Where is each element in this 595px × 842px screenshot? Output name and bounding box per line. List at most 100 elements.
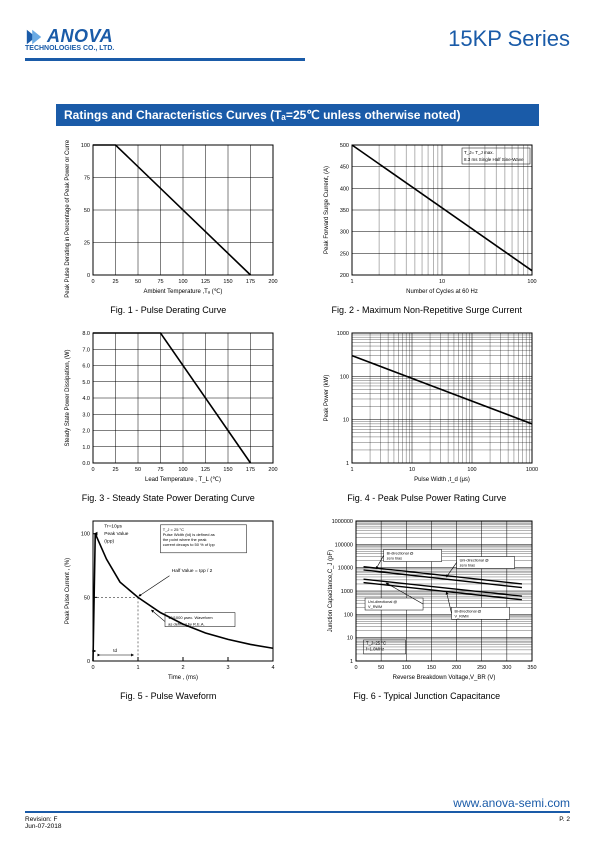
svg-text:10: 10 [343, 417, 349, 423]
svg-text:100: 100 [527, 279, 536, 285]
svg-text:Reverse Breakdown Voltage,V_B: Reverse Breakdown Voltage,V_BR (V) [392, 675, 495, 681]
svg-text:50: 50 [135, 279, 141, 285]
svg-text:1000: 1000 [337, 331, 349, 337]
svg-text:500: 500 [340, 143, 349, 149]
svg-text:150: 150 [224, 279, 233, 285]
svg-text:Tr=10μs: Tr=10μs [105, 523, 123, 529]
footer-date: Jun-07-2018 [25, 823, 62, 830]
svg-text:1000000: 1000000 [331, 519, 352, 525]
logo-icon [25, 28, 43, 46]
svg-text:100: 100 [81, 531, 90, 537]
footer-page: P. 2 [559, 816, 570, 830]
svg-text:4: 4 [272, 665, 275, 671]
svg-text:Pulse Width ,t_d (μs): Pulse Width ,t_d (μs) [414, 477, 470, 483]
svg-text:200: 200 [269, 279, 278, 285]
svg-text:Uni-directional @: Uni-directional @ [368, 600, 397, 604]
svg-text:0: 0 [92, 665, 95, 671]
svg-text:100: 100 [179, 279, 188, 285]
svg-text:200: 200 [340, 273, 349, 279]
svg-text:6.0: 6.0 [83, 363, 91, 369]
svg-text:3: 3 [227, 665, 230, 671]
svg-text:1.0: 1.0 [83, 445, 91, 451]
fig4-chart: 11010010001101001000Pulse Width ,t_d (μs… [312, 328, 542, 488]
fig5-chart: 01234050100Tr=10μsPeak Value(Ipp)Half Va… [53, 516, 283, 686]
footer-line [25, 811, 570, 813]
svg-text:100000: 100000 [334, 542, 352, 548]
svg-text:Number of Cycles at 60 Hz: Number of Cycles at 60 Hz [406, 289, 478, 295]
fig5-caption: Fig. 5 - Pulse Waveform [120, 691, 216, 702]
svg-text:350: 350 [527, 665, 536, 671]
svg-text:Junction Capacitance,C_J (pF): Junction Capacitance,C_J (pF) [328, 549, 334, 631]
svg-text:75: 75 [158, 467, 164, 473]
svg-text:150: 150 [427, 665, 436, 671]
svg-text:0.0: 0.0 [83, 461, 91, 467]
svg-text:Peak Value: Peak Value [105, 531, 130, 537]
svg-text:f=1.0MHz: f=1.0MHz [366, 646, 384, 651]
svg-text:1000: 1000 [341, 589, 353, 595]
fig6-cell: 0501001502002503003501101001000100001000… [311, 516, 544, 702]
svg-text:25: 25 [84, 241, 90, 247]
svg-text:Uni-directional @: Uni-directional @ [459, 558, 488, 562]
svg-text:10/1000 μsec. Waveform: 10/1000 μsec. Waveform [168, 615, 213, 620]
svg-text:T_J= T_J max.: T_J= T_J max. [464, 150, 494, 155]
fig4-caption: Fig. 4 - Peak Pulse Power Rating Curve [347, 493, 506, 504]
svg-text:current decays to 50 % of Ipp: current decays to 50 % of Ipp [163, 542, 216, 547]
svg-text:4.0: 4.0 [83, 396, 91, 402]
charts-grid: 02550751001251501752000255075100Ambient … [52, 140, 543, 701]
svg-text:175: 175 [246, 467, 255, 473]
svg-text:125: 125 [201, 467, 210, 473]
fig6-caption: Fig. 6 - Typical Junction Capacitance [353, 691, 500, 702]
svg-text:25: 25 [113, 467, 119, 473]
svg-text:3.0: 3.0 [83, 412, 91, 418]
fig3-caption: Fig. 3 - Steady State Power Derating Cur… [82, 493, 255, 504]
svg-text:Time , (ms): Time , (ms) [168, 675, 198, 681]
svg-text:zero bias: zero bias [459, 563, 475, 567]
svg-text:175: 175 [246, 279, 255, 285]
svg-text:125: 125 [201, 279, 210, 285]
svg-text:50: 50 [378, 665, 384, 671]
svg-text:0: 0 [87, 273, 90, 279]
svg-text:T_J=25 °C: T_J=25 °C [366, 640, 386, 645]
svg-text:0: 0 [354, 665, 357, 671]
svg-text:100: 100 [467, 467, 476, 473]
svg-text:50: 50 [84, 208, 90, 214]
svg-text:Ambient Temperature ,Tₐ (℃): Ambient Temperature ,Tₐ (℃) [144, 289, 223, 295]
svg-text:Steady State Power Dissipation: Steady State Power Dissipation, (W) [65, 349, 71, 446]
svg-text:300: 300 [340, 230, 349, 236]
page-header: ANOVA TECHNOLOGIES CO., LTD. 15KP Series [25, 18, 570, 60]
fig4-cell: 11010010001101001000Pulse Width ,t_d (μs… [311, 328, 544, 504]
fig3-chart: 02550751001251501752000.01.02.03.04.05.0… [53, 328, 283, 488]
svg-text:0: 0 [87, 659, 90, 665]
fig2-cell: 110100200250300350400450500Number of Cyc… [311, 140, 544, 316]
svg-text:100: 100 [81, 143, 90, 149]
header-underline [25, 58, 305, 61]
svg-text:0: 0 [92, 279, 95, 285]
fig1-cell: 02550751001251501752000255075100Ambient … [52, 140, 285, 316]
svg-text:as defined by R.E.A.: as defined by R.E.A. [168, 621, 204, 626]
svg-text:1: 1 [350, 467, 353, 473]
svg-text:1: 1 [350, 279, 353, 285]
svg-text:1: 1 [350, 659, 353, 665]
svg-text:Peak Pulse Derating in Percent: Peak Pulse Derating in Percentage of Pea… [65, 140, 71, 298]
svg-text:150: 150 [224, 467, 233, 473]
svg-text:Bi-directional @: Bi-directional @ [386, 551, 413, 555]
svg-text:1000: 1000 [526, 467, 538, 473]
svg-text:Half Value = Ipp / 2: Half Value = Ipp / 2 [172, 568, 213, 574]
svg-text:(Ipp): (Ipp) [105, 538, 115, 544]
fig1-caption: Fig. 1 - Pulse Derating Curve [110, 305, 226, 316]
section-title: Ratings and Characteristics Curves (Tₐ=2… [56, 104, 539, 126]
svg-text:Peak Pulse Current , (%): Peak Pulse Current , (%) [65, 557, 71, 623]
svg-text:2: 2 [182, 665, 185, 671]
svg-text:Peak Power (kW): Peak Power (kW) [324, 374, 330, 421]
svg-text:200: 200 [269, 467, 278, 473]
svg-text:75: 75 [84, 176, 90, 182]
svg-text:200: 200 [452, 665, 461, 671]
svg-text:10: 10 [409, 467, 415, 473]
svg-text:V_RWM: V_RWM [368, 605, 382, 609]
svg-text:V_RWM: V_RWM [454, 614, 468, 618]
fig2-caption: Fig. 2 - Maximum Non-Repetitive Surge Cu… [331, 305, 522, 316]
page-footer: www.anova-semi.com Revision: F Jun-07-20… [25, 796, 570, 830]
brand-name: ANOVA [47, 26, 113, 47]
svg-text:Lead Temperature , T_L (℃): Lead Temperature , T_L (℃) [145, 477, 221, 483]
svg-text:1: 1 [137, 665, 140, 671]
